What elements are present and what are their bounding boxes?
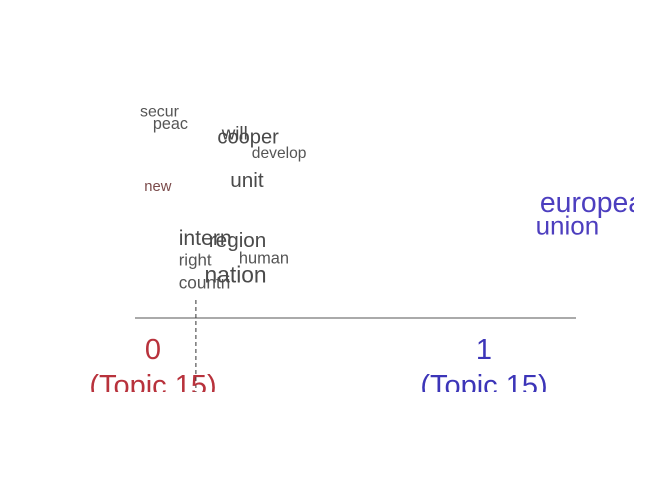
word-label: right	[179, 251, 212, 270]
axis-end-value: 1	[476, 334, 492, 366]
word-label: peac	[153, 115, 188, 133]
word-label: human	[239, 250, 289, 268]
word-label: secur	[140, 104, 180, 121]
axis-end-topic-label: (Topic 15)	[89, 370, 216, 402]
axis-end-topic-label: (Topic 15)	[420, 370, 547, 402]
word-label: cooper	[217, 127, 279, 149]
word-label: intern	[179, 227, 232, 250]
axis-layer: 0 (Topic 15) 1 (Topic 15)	[89, 300, 576, 402]
word-label: develop	[252, 145, 307, 162]
word-label: will	[221, 122, 248, 143]
word-label: union	[536, 211, 600, 241]
word-label: countri	[179, 273, 231, 293]
word-label: region	[209, 229, 267, 252]
word-label: new	[144, 179, 171, 195]
word-label: nation	[205, 261, 267, 287]
word-label: european	[540, 187, 660, 219]
word-label: unit	[230, 169, 264, 192]
axis-end-value: 0	[145, 334, 161, 366]
